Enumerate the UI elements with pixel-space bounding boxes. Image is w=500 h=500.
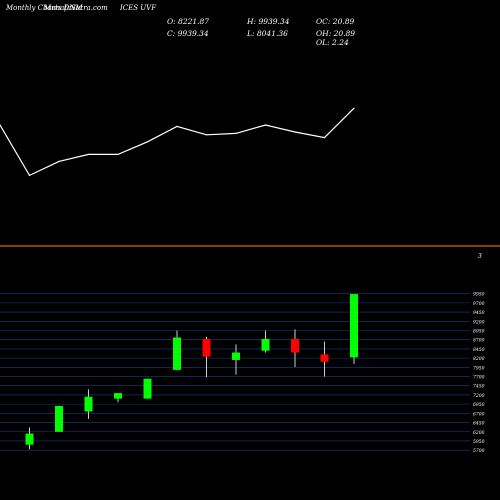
ohlc-close: C: 9939.34 xyxy=(167,29,209,38)
line-series xyxy=(0,107,355,177)
line-point xyxy=(294,131,296,133)
candle xyxy=(84,389,93,419)
candle-body-up xyxy=(350,294,358,358)
y-tick-label: 9200 xyxy=(473,319,485,325)
line-point xyxy=(235,132,237,134)
symbol-text: ICES UVF xyxy=(119,4,157,12)
y-tick-label: 7950 xyxy=(473,365,485,371)
candle xyxy=(143,378,152,399)
candle-body-up xyxy=(55,405,63,432)
line-point xyxy=(117,153,119,155)
candle-body-up xyxy=(25,433,34,445)
y-tick-label: 5950 xyxy=(473,439,485,445)
line-path xyxy=(0,107,355,177)
line-point xyxy=(0,124,1,126)
candle xyxy=(261,330,270,353)
line-point xyxy=(87,153,90,155)
ohlc-oc: OC: 20.89 xyxy=(316,17,354,26)
ohlc-ol: OL: 2.24 xyxy=(316,38,349,47)
candle xyxy=(350,294,358,364)
ohlc-low: L: 8041.36 xyxy=(246,29,288,38)
candle-body-up xyxy=(173,337,181,370)
ohlc-oh: OH: 20.89 xyxy=(316,29,355,38)
candle-body-down xyxy=(202,338,211,357)
candle-body-up xyxy=(143,378,152,399)
line-point xyxy=(205,134,208,136)
line-point xyxy=(323,137,326,139)
y-tick-label: 8700 xyxy=(473,338,485,344)
candle xyxy=(202,336,211,378)
candle xyxy=(114,393,122,403)
candle-body-up xyxy=(232,352,240,360)
watermark-text: Monthly Charts DNM xyxy=(5,4,83,12)
y-tick-label: 8450 xyxy=(473,347,485,353)
y-tick-label: 5700 xyxy=(473,448,485,454)
y-tick-label: 6950 xyxy=(473,402,485,408)
candle xyxy=(173,330,181,370)
candle-body-down xyxy=(291,338,299,353)
y-tick-label: 7700 xyxy=(473,375,485,381)
y-tick-label: 7200 xyxy=(473,393,485,399)
line-point xyxy=(353,107,355,109)
candle xyxy=(55,405,63,432)
candle-body-up xyxy=(261,338,270,351)
ohlc-high: H: 9939.34 xyxy=(246,17,290,26)
candle-body-down xyxy=(320,354,329,362)
candle xyxy=(232,344,240,375)
line-point xyxy=(264,124,267,126)
y-tick-label: 9950 xyxy=(473,292,485,298)
y-tick-label: 8200 xyxy=(473,356,485,362)
price-grid xyxy=(0,293,470,451)
candle xyxy=(25,427,34,450)
candle-body-up xyxy=(114,393,122,399)
line-point xyxy=(176,125,178,127)
y-tick-label: 6700 xyxy=(473,411,485,417)
line-point xyxy=(146,141,149,143)
divider-label: 3 xyxy=(478,253,482,260)
line-point xyxy=(28,174,31,176)
candle-body-up xyxy=(84,396,93,412)
y-tick-label: 6200 xyxy=(473,430,485,436)
line-point xyxy=(58,160,60,162)
candlestick-series xyxy=(25,294,358,450)
y-tick-label: 8950 xyxy=(473,329,485,335)
y-tick-label: 6450 xyxy=(473,421,485,427)
y-tick-label: 7450 xyxy=(473,384,485,390)
site-text: MunafaSutra.com xyxy=(43,4,108,12)
y-tick-label: 9450 xyxy=(473,310,485,316)
y-tick-label: 9700 xyxy=(473,301,485,307)
candle xyxy=(320,341,329,377)
ohlc-open: O: 8221.87 xyxy=(167,17,209,26)
price-axis: 5700 5950 6200 6450 6700 6950 7200 7450 7700 7950… xyxy=(473,292,485,454)
candle xyxy=(291,329,299,367)
